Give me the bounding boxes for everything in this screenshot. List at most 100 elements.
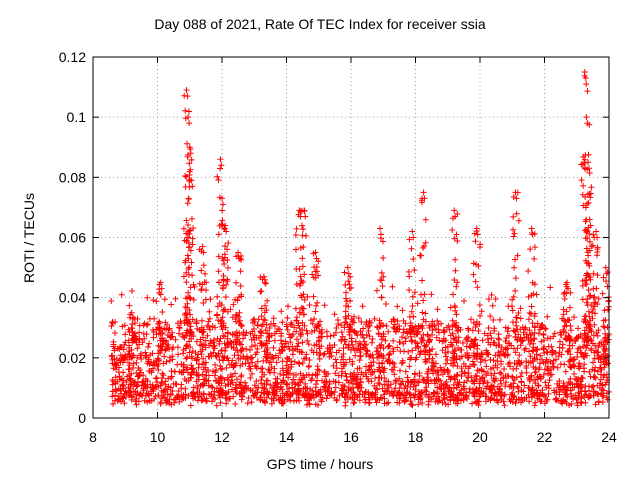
data-point [373, 287, 380, 294]
data-point [267, 369, 274, 376]
data-point [541, 350, 548, 357]
data-point [565, 317, 572, 324]
data-point [571, 370, 578, 377]
data-point [521, 346, 528, 353]
data-point [353, 394, 360, 401]
data-point [526, 376, 533, 383]
data-point [118, 291, 125, 298]
data-point [566, 342, 573, 349]
data-point [155, 383, 162, 390]
data-point [258, 376, 265, 383]
data-point [476, 302, 483, 309]
data-point [512, 256, 519, 263]
data-point [340, 363, 347, 370]
data-point [295, 382, 302, 389]
data-point [546, 377, 553, 384]
data-point [268, 363, 275, 370]
data-point [262, 327, 269, 334]
data-point [304, 293, 311, 300]
data-point [366, 399, 373, 406]
data-point [449, 323, 456, 330]
data-point [286, 392, 293, 399]
data-point [407, 320, 414, 327]
data-point [485, 325, 492, 332]
data-point [466, 385, 473, 392]
data-point [432, 360, 439, 367]
data-point [323, 328, 330, 335]
data-point [186, 144, 193, 151]
data-point [539, 323, 546, 330]
data-point [293, 336, 300, 343]
data-point [266, 325, 273, 332]
data-point [584, 88, 591, 95]
data-point [333, 365, 340, 372]
data-point [267, 381, 274, 388]
data-point [239, 393, 246, 400]
data-point [425, 333, 432, 340]
data-point [299, 319, 306, 326]
data-point [487, 330, 494, 337]
data-point [317, 386, 324, 393]
data-point [124, 373, 131, 380]
data-point [375, 366, 382, 373]
data-point [249, 387, 256, 394]
data-point [186, 108, 193, 115]
data-point [591, 293, 598, 300]
data-point [379, 283, 386, 290]
data-point [230, 393, 237, 400]
data-point [271, 337, 278, 344]
data-point [424, 368, 431, 375]
data-point [353, 380, 360, 387]
data-point [362, 389, 369, 396]
data-point [217, 335, 224, 342]
data-point [258, 288, 265, 295]
data-point [266, 359, 273, 366]
data-point [169, 356, 176, 363]
data-point [366, 366, 373, 373]
data-point [400, 317, 407, 324]
data-point [264, 377, 271, 384]
data-point [262, 280, 269, 287]
data-point [414, 330, 421, 337]
data-point [474, 284, 481, 291]
data-point [189, 183, 196, 190]
data-point [245, 395, 252, 402]
data-point [191, 283, 198, 290]
data-point [261, 381, 268, 388]
data-point [439, 347, 446, 354]
data-point [429, 346, 436, 353]
data-point [550, 333, 557, 340]
data-point [408, 401, 415, 408]
data-point [291, 385, 298, 392]
data-point [586, 165, 593, 172]
data-point [565, 347, 572, 354]
data-point [497, 377, 504, 384]
data-point [364, 347, 371, 354]
data-point [536, 364, 543, 371]
data-point [216, 379, 223, 386]
data-point [545, 390, 552, 397]
data-point [531, 376, 538, 383]
data-point [284, 314, 291, 321]
data-point [268, 320, 275, 327]
data-point [396, 375, 403, 382]
data-point [548, 371, 555, 378]
data-point [122, 331, 129, 338]
data-point [387, 381, 394, 388]
data-point [464, 337, 471, 344]
data-point [219, 201, 226, 208]
data-point [186, 160, 193, 167]
y-axis-label: ROTI / TECUs [21, 193, 37, 283]
data-point [452, 213, 459, 220]
data-point [523, 394, 530, 401]
data-point [242, 379, 249, 386]
data-point [527, 388, 534, 395]
data-point [259, 321, 266, 328]
data-point [111, 330, 118, 337]
data-point [158, 395, 165, 402]
data-point [216, 338, 223, 345]
data-point [312, 401, 319, 408]
data-point [115, 393, 122, 400]
data-point [512, 349, 519, 356]
data-point [324, 387, 331, 394]
